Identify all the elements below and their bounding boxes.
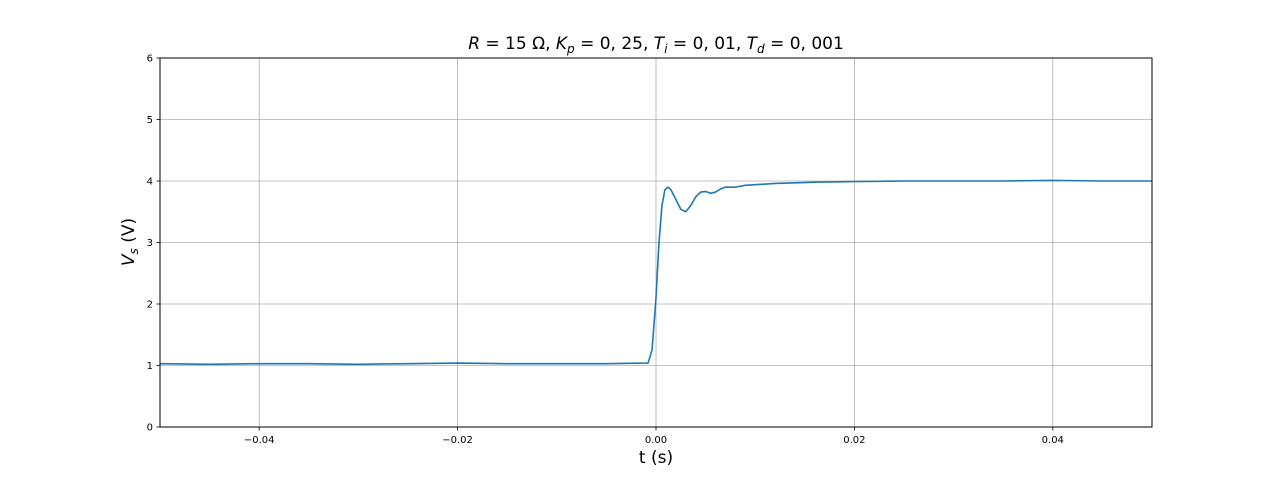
y-tick-label: 0	[147, 423, 153, 434]
x-tick-label: −0.04	[244, 435, 275, 446]
chart-title: R = 15 Ω, Kp = 0, 25, Ti = 0, 01, Td = 0…	[468, 34, 844, 56]
x-tick-label: 0.00	[645, 435, 667, 446]
x-tick-label: 0.04	[1042, 435, 1064, 446]
ticks	[156, 57, 1054, 431]
grid	[160, 57, 1152, 428]
y-tick-label: 5	[147, 115, 153, 126]
y-tick-label: 4	[147, 177, 153, 188]
x-tick-label: 0.02	[843, 435, 865, 446]
y-tick-label: 1	[147, 361, 153, 372]
x-axis-label: t (s)	[639, 448, 673, 468]
tick-labels: −0.04 −0.02 0.00 0.02 0.04 0 1 2 3 4 5 6	[147, 54, 1064, 447]
y-axis-label: Vs (V)	[119, 218, 141, 266]
y-tick-label: 6	[147, 54, 153, 65]
series-line	[159, 179, 1152, 366]
x-tick-label: −0.02	[442, 435, 473, 446]
y-tick-label: 3	[147, 238, 153, 249]
y-tick-label: 2	[147, 300, 153, 311]
